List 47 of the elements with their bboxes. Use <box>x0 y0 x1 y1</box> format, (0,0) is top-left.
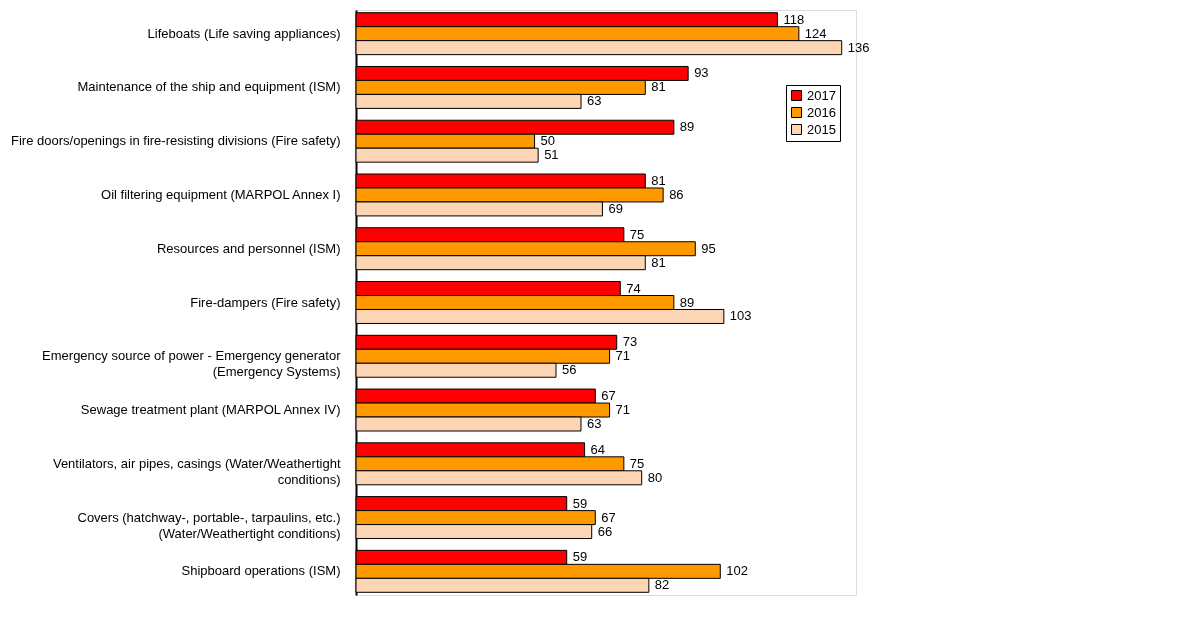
data-label: 89 <box>679 119 695 135</box>
data-label: 63 <box>587 93 602 109</box>
data-label: 63 <box>587 416 602 432</box>
data-label: 59 <box>572 549 588 565</box>
data-label: 81 <box>651 254 666 270</box>
y-tick-label: Emergency source of power - Emergency generator (Emergency Systems) <box>42 348 342 380</box>
data-label: 89 <box>679 294 695 310</box>
y-tick-label: Resources and personnel (ISM) <box>156 240 341 256</box>
data-label: 136 <box>847 39 870 55</box>
legend-label: 2015 <box>807 121 836 137</box>
y-tick-label: Lifeboats (Life saving appliances) <box>147 25 341 41</box>
data-label: 64 <box>590 441 606 457</box>
y-tick-label: Fire doors/openings in fire-resisting divisions (Fire safety) <box>11 133 341 149</box>
data-label: 81 <box>651 79 666 95</box>
data-label: 102 <box>726 563 748 579</box>
data-label: 69 <box>608 200 623 216</box>
data-label: 95 <box>701 240 716 256</box>
y-tick-label: Oil filtering equipment (MARPOL Annex I) <box>101 186 341 202</box>
y-tick-label: Fire-dampers (Fire safety) <box>190 294 341 310</box>
data-label: 71 <box>615 348 631 364</box>
legend-label: 2017 <box>807 87 836 103</box>
data-label: 80 <box>647 469 663 485</box>
data-label: 81 <box>651 172 666 188</box>
y-tick-label: Ventilators, air pipes, casings (Water/Weathertight conditions) <box>52 455 341 487</box>
data-label: 73 <box>622 334 638 350</box>
y-tick-label: Maintenance of the ship and equipment (ISM) <box>77 79 341 95</box>
data-label: 67 <box>601 509 616 525</box>
data-label: 56 <box>562 362 577 378</box>
data-label: 51 <box>544 147 559 163</box>
data-label: 66 <box>597 523 613 539</box>
legend-label: 2016 <box>807 104 836 120</box>
data-label: 82 <box>654 577 670 593</box>
y-tick-label: Covers (hatchway-, portable-, tarpaulins, etc.) (Water/Weathertight conditions) <box>77 509 341 541</box>
y-tick-label: Sewage treatment plant (MARPOL Annex IV) <box>80 402 341 418</box>
data-label: 67 <box>601 388 616 404</box>
data-label: 118 <box>783 11 805 27</box>
data-label: 50 <box>540 133 556 149</box>
data-label: 74 <box>626 280 641 296</box>
y-tick-label: Shipboard operations (ISM) <box>181 563 341 579</box>
data-label: 71 <box>615 402 631 418</box>
data-label: 124 <box>804 25 827 41</box>
data-label: 59 <box>572 495 588 511</box>
data-label: 86 <box>669 186 684 202</box>
data-label: 103 <box>729 308 752 324</box>
data-label: 93 <box>694 65 709 81</box>
data-label: 75 <box>629 455 645 471</box>
data-label: 75 <box>629 226 645 242</box>
